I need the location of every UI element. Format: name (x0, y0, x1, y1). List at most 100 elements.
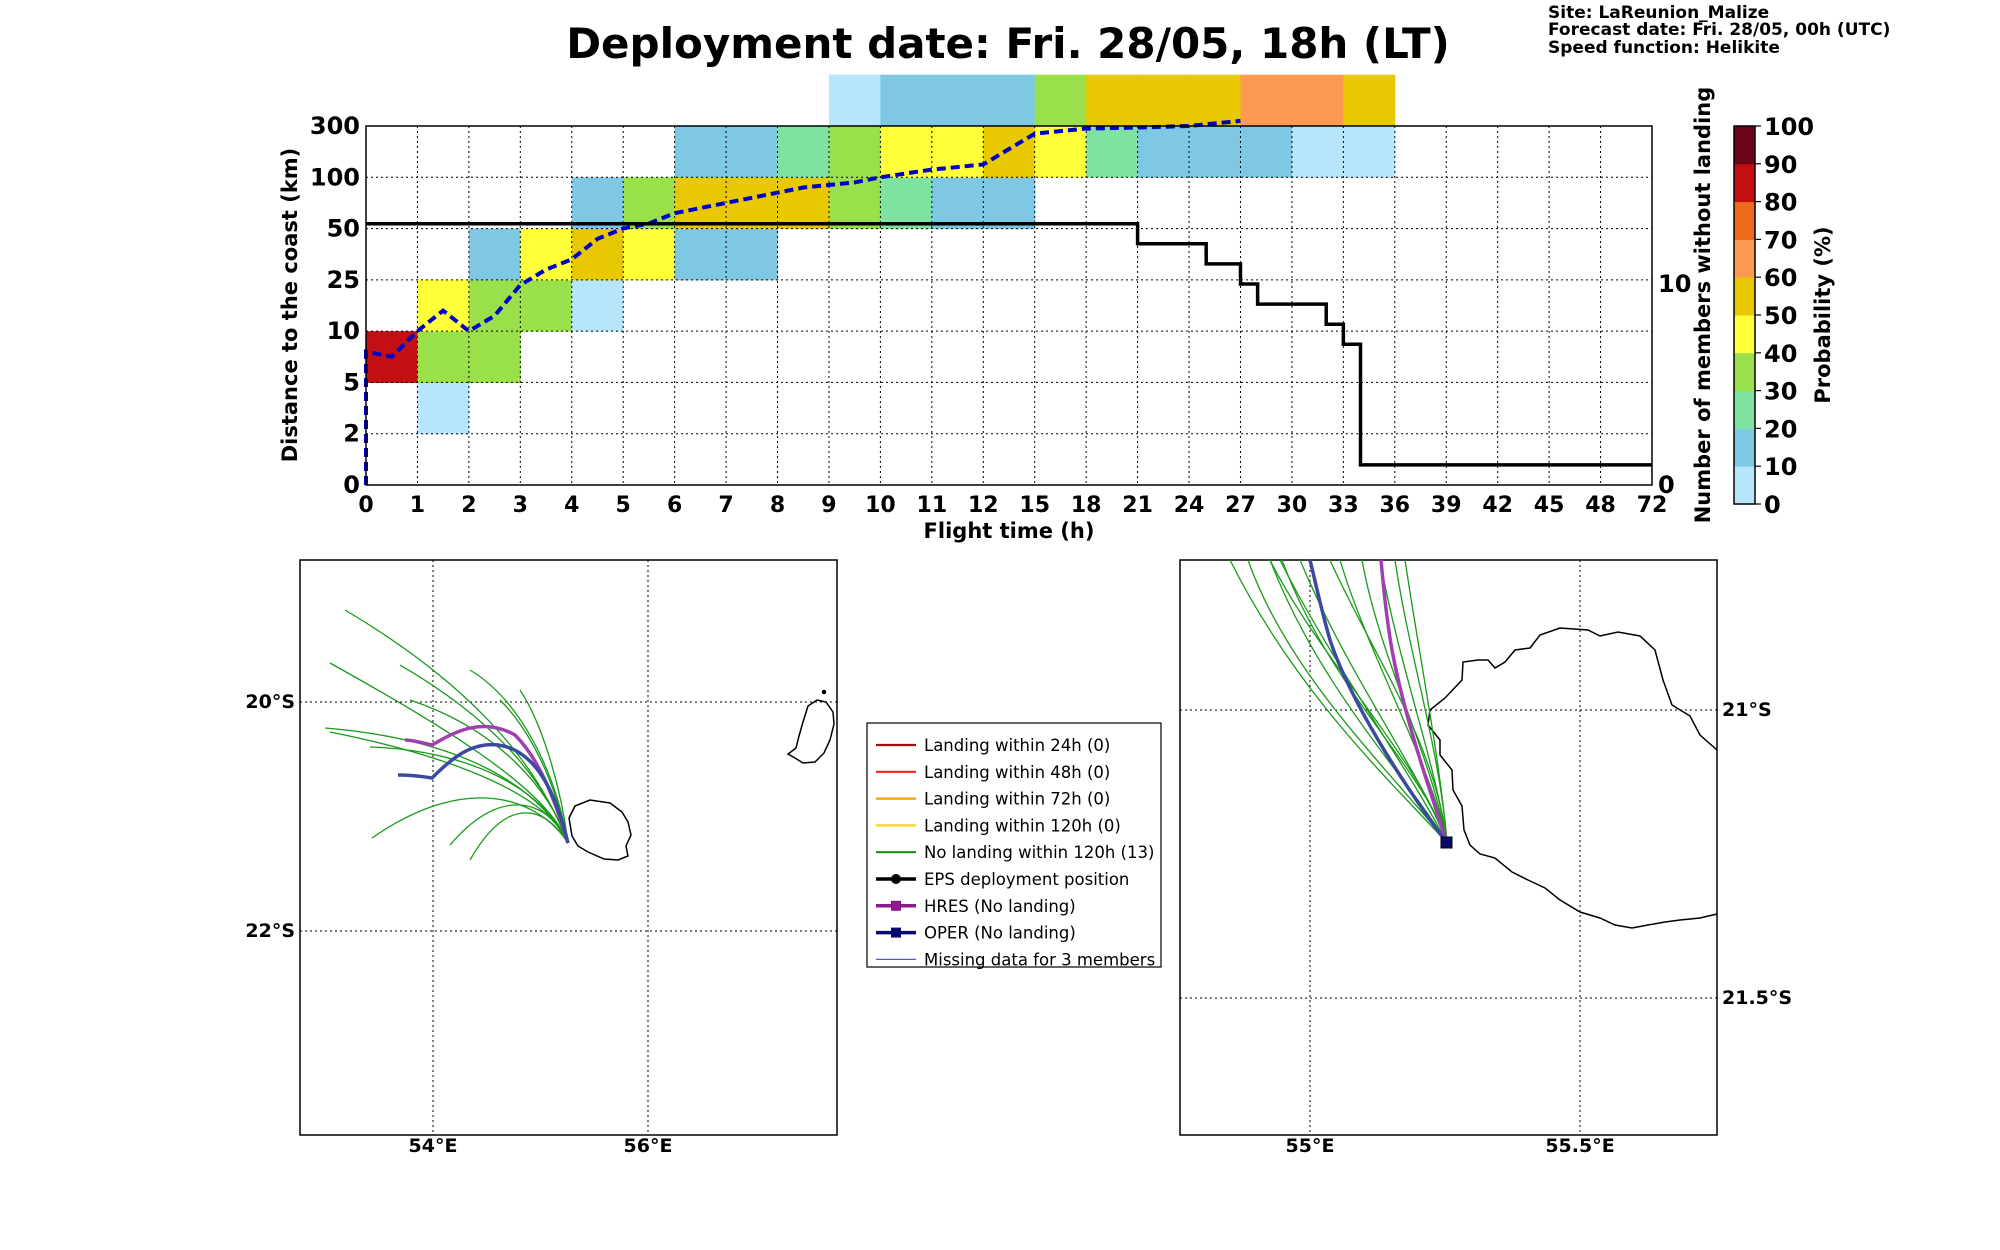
colorbar-box (1734, 315, 1755, 354)
deployment-position-marker (1440, 836, 1453, 849)
legend-item: HRES (No landing) (876, 897, 1076, 916)
colorbar-box (1734, 352, 1755, 392)
legend-label: Landing within 48h (0) (924, 763, 1110, 782)
site-label: Site: LaReunion_Malize (1548, 3, 1769, 23)
x-tick-label: 7 (718, 493, 733, 518)
colorbar-box (1734, 428, 1755, 467)
members-without-landing-line (366, 221, 1652, 467)
colorbar-tick-label: 10 (1764, 453, 1797, 481)
heatmap-cell (674, 228, 727, 281)
legend-item: Missing data for 3 members (876, 950, 1155, 969)
x-tick-label: 6 (667, 493, 682, 518)
legend-label: No landing within 120h (13) (924, 843, 1154, 862)
legend-label: Landing within 120h (0) (924, 816, 1121, 835)
colorbar-tick-labels: 0 10 20 30 40 50 60 70 80 90 100 (1755, 113, 1814, 519)
map1-lat-tick: 22°S (245, 920, 295, 942)
colorbar-tick-label: 70 (1764, 226, 1797, 254)
x-axis-label: Flight time (h) (924, 519, 1095, 543)
heatmap-cell (1343, 126, 1396, 178)
x-tick-labels: 0 1 2 3 4 5 6 7 8 9 10 11 12 15 18 21 24 27 30 33 36 39 42 45 48… (358, 493, 1667, 518)
y2-tick-labels: 0 10 (1658, 270, 1691, 499)
x-tick-label: 0 (358, 493, 373, 518)
heatmap-cell (1240, 74, 1293, 127)
y-axis-label: Distance to the coast (km) (278, 148, 302, 463)
map1-frame (299, 559, 838, 1136)
regional-trajectory-map: 54°E 56°E 20°S 22°S (245, 559, 838, 1157)
colorbar-box (1734, 466, 1755, 505)
heatmap-cell (983, 126, 1036, 178)
map1-lon-tick: 54°E (409, 1135, 458, 1157)
legend-label: HRES (No landing) (924, 897, 1076, 916)
heatmap-cell (726, 228, 779, 281)
heatmap-cell (1086, 126, 1139, 178)
x-tick-label: 2 (461, 493, 476, 518)
heatmap-cell (1291, 74, 1344, 127)
heatmap-cell (1137, 126, 1190, 178)
colorbar-tick-label: 0 (1764, 491, 1781, 519)
legend-label: OPER (No landing) (924, 924, 1076, 943)
heatmap-cell (777, 177, 830, 230)
y2-tick-label: 10 (1658, 270, 1691, 298)
heatmap-cell (983, 177, 1036, 230)
y-tick-label: 0 (343, 471, 360, 499)
map2-lon-tick: 55.5°E (1545, 1135, 1614, 1157)
x-tick-label: 27 (1225, 493, 1256, 518)
colorbar-tick-label: 90 (1764, 151, 1797, 179)
map1-lon-tick: 56°E (624, 1135, 673, 1157)
x-tick-label: 72 (1637, 493, 1668, 518)
x-tick-label: 9 (821, 493, 836, 518)
y-tick-label: 300 (310, 112, 360, 140)
map2-graticule (1180, 560, 1717, 1135)
heatmap-cell (931, 177, 984, 230)
x-tick-label: 36 (1379, 493, 1410, 518)
heatmap-cell (417, 382, 470, 435)
map2-hres-track (1379, 559, 1449, 844)
x-tick-label: 39 (1431, 493, 1462, 518)
x-tick-label: 10 (865, 493, 896, 518)
colorbar-box (1734, 239, 1755, 278)
heatmap-cell (468, 331, 521, 383)
heatmap-cell (777, 126, 830, 178)
legend-label: Missing data for 3 members (924, 950, 1155, 969)
x-tick-label: 15 (1019, 493, 1050, 518)
x-tick-label: 33 (1328, 493, 1359, 518)
heatmap-grid (366, 126, 1652, 485)
x-tick-label: 8 (770, 493, 785, 518)
map1-graticule (300, 560, 837, 1135)
heatmap-cell (468, 279, 521, 332)
colorbar-box (1734, 126, 1755, 165)
heatmap-cell (880, 74, 933, 127)
heatmap-cell (520, 279, 573, 332)
x-tick-label: 3 (513, 493, 528, 518)
legend-label: Landing within 72h (0) (924, 790, 1110, 809)
legend-item: No landing within 120h (13) (876, 843, 1154, 862)
legend-item: Landing within 72h (0) (876, 790, 1110, 809)
legend-item: Landing within 48h (0) (876, 763, 1110, 782)
x-tick-label: 11 (917, 493, 948, 518)
heatmap-cell (674, 126, 727, 178)
colorbar-box (1734, 201, 1755, 240)
x-tick-label: 1 (410, 493, 425, 518)
heatmap-cell (1137, 74, 1190, 127)
colorbar-label: Probability (%) (1811, 226, 1835, 403)
legend: Landing within 24h (0) Landing within 48h… (866, 722, 1162, 969)
heatmap-cell (880, 177, 933, 230)
colorbar: 0 10 20 30 40 50 60 70 80 90 100 Probability (%) (1733, 113, 1835, 519)
heatmap-cell (417, 279, 470, 332)
map2-lat-tick: 21°S (1722, 699, 1772, 721)
heatmap-cell (1343, 74, 1396, 127)
zoomed-trajectory-map: 55°E 55.5°E 21°S 21.5°S (1179, 559, 1792, 1157)
colorbar-tick-label: 60 (1764, 264, 1797, 292)
heatmap-cell (828, 126, 881, 178)
colorbar-tick-label: 40 (1764, 340, 1797, 368)
x-tick-label: 24 (1174, 493, 1205, 518)
legend-label: EPS deployment position (924, 870, 1129, 889)
legend-frame (866, 722, 1162, 968)
heatmap-cell (417, 331, 470, 383)
y-tick-label: 25 (327, 266, 360, 294)
colorbar-tick-label: 20 (1764, 415, 1797, 443)
map2-oper-track (1308, 559, 1449, 845)
heatmap-cell (1034, 74, 1087, 127)
heatmap-cell (1240, 126, 1293, 178)
